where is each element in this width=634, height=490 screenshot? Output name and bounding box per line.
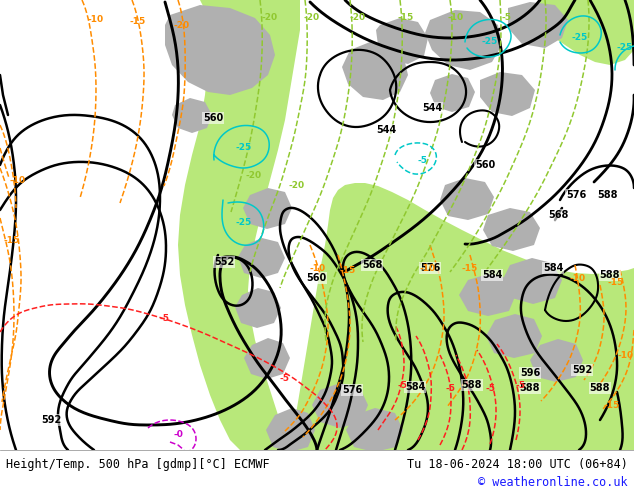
Text: 588: 588 <box>600 270 620 280</box>
Text: -5: -5 <box>445 384 455 392</box>
Text: -10: -10 <box>310 264 326 272</box>
Polygon shape <box>266 408 315 452</box>
Text: -10: -10 <box>618 350 634 360</box>
Text: -15: -15 <box>4 236 20 245</box>
Polygon shape <box>430 74 475 112</box>
Text: -25: -25 <box>236 218 252 226</box>
Text: -0: -0 <box>173 430 183 439</box>
Polygon shape <box>530 339 583 382</box>
Text: 552: 552 <box>214 257 234 267</box>
Text: -20: -20 <box>289 180 305 190</box>
Text: -15: -15 <box>340 266 356 274</box>
Text: -5: -5 <box>485 384 495 392</box>
Text: -20: -20 <box>304 14 320 23</box>
Text: -20: -20 <box>246 171 262 179</box>
Text: -5: -5 <box>160 314 170 322</box>
Text: -5: -5 <box>280 373 290 383</box>
Text: -10: -10 <box>10 175 26 185</box>
Text: 544: 544 <box>376 125 396 135</box>
Text: 588: 588 <box>598 190 618 200</box>
Text: 568: 568 <box>362 260 382 270</box>
Polygon shape <box>165 5 275 95</box>
Text: -10: -10 <box>88 16 104 24</box>
Text: 588: 588 <box>590 383 611 393</box>
Text: -20: -20 <box>350 14 366 23</box>
Text: 576: 576 <box>566 190 586 200</box>
Text: -15: -15 <box>462 264 478 272</box>
Text: -10: -10 <box>448 14 464 23</box>
Text: -15: -15 <box>398 14 414 23</box>
Polygon shape <box>486 314 542 358</box>
Text: 596: 596 <box>520 368 540 378</box>
Polygon shape <box>483 208 540 251</box>
Polygon shape <box>440 178 494 220</box>
Text: -5: -5 <box>515 381 525 390</box>
Polygon shape <box>244 338 290 379</box>
Text: 560: 560 <box>475 160 495 170</box>
Text: Height/Temp. 500 hPa [gdmp][°C] ECMWF: Height/Temp. 500 hPa [gdmp][°C] ECMWF <box>6 458 269 470</box>
Text: -15: -15 <box>604 400 620 410</box>
Text: -5: -5 <box>501 14 511 23</box>
Polygon shape <box>425 10 502 70</box>
Polygon shape <box>290 183 634 450</box>
Polygon shape <box>480 72 535 116</box>
Text: 588: 588 <box>520 383 540 393</box>
Text: -15: -15 <box>130 18 146 26</box>
Text: 544: 544 <box>422 103 442 113</box>
Text: -25: -25 <box>572 33 588 43</box>
Text: -5: -5 <box>417 155 427 165</box>
Polygon shape <box>186 48 224 81</box>
Polygon shape <box>508 2 568 48</box>
Text: -25: -25 <box>236 143 252 151</box>
Polygon shape <box>312 383 368 428</box>
Text: -10: -10 <box>420 264 436 272</box>
Polygon shape <box>238 238 285 278</box>
Polygon shape <box>376 18 428 64</box>
Text: 576: 576 <box>342 385 362 395</box>
Polygon shape <box>346 408 403 452</box>
Text: 588: 588 <box>462 380 482 390</box>
Text: -10: -10 <box>570 273 586 283</box>
Text: 560: 560 <box>203 113 223 123</box>
Polygon shape <box>342 42 408 100</box>
Polygon shape <box>155 0 300 450</box>
Text: 560: 560 <box>306 273 326 283</box>
Polygon shape <box>459 274 516 316</box>
Text: 584: 584 <box>482 270 502 280</box>
Text: -25: -25 <box>617 44 633 52</box>
Text: 592: 592 <box>572 365 592 375</box>
Text: 592: 592 <box>41 415 61 425</box>
Text: 568: 568 <box>548 210 568 220</box>
Text: Tu 18-06-2024 18:00 UTC (06+84): Tu 18-06-2024 18:00 UTC (06+84) <box>407 458 628 470</box>
Text: © weatheronline.co.uk: © weatheronline.co.uk <box>479 475 628 489</box>
Text: 584: 584 <box>405 382 425 392</box>
Text: -25: -25 <box>482 38 498 47</box>
Text: 584: 584 <box>543 263 563 273</box>
Text: -20: -20 <box>262 14 278 23</box>
Text: 576: 576 <box>420 263 440 273</box>
Polygon shape <box>235 288 281 328</box>
Text: -15: -15 <box>608 277 624 287</box>
Polygon shape <box>243 188 292 229</box>
Polygon shape <box>502 258 562 304</box>
Text: -20: -20 <box>174 21 190 29</box>
Polygon shape <box>172 98 212 133</box>
Text: -5: -5 <box>397 381 407 390</box>
Polygon shape <box>538 0 634 65</box>
